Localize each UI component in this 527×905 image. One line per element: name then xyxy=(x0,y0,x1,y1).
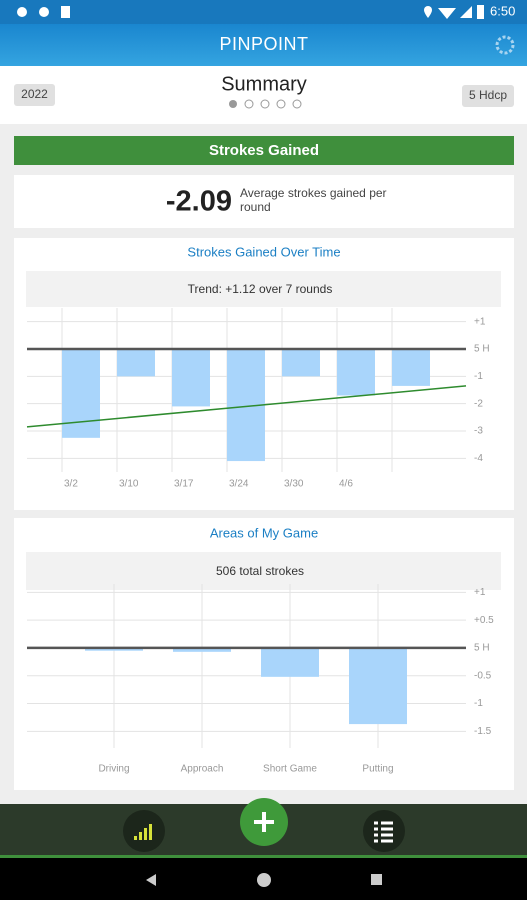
y-tick-label: -2 xyxy=(474,398,483,409)
app-name: PINPOINT xyxy=(219,34,308,54)
bar xyxy=(337,349,375,396)
bar xyxy=(173,647,231,652)
page-dot[interactable] xyxy=(276,99,286,109)
chart-title: Areas of My Game xyxy=(210,525,318,540)
wifi-icon xyxy=(438,8,456,19)
back-button[interactable] xyxy=(146,874,156,886)
y-tick-label: 5 H xyxy=(474,643,490,654)
recents-button[interactable] xyxy=(371,874,382,885)
home-button[interactable] xyxy=(257,873,271,887)
x-tick-label: 3/17 xyxy=(174,479,194,490)
x-tick-label: Putting xyxy=(362,764,393,775)
bar xyxy=(85,647,143,651)
location-icon xyxy=(424,6,432,18)
page-dot[interactable] xyxy=(229,100,237,108)
bar xyxy=(261,647,319,677)
app-header xyxy=(0,24,527,66)
y-tick-label: 5 H xyxy=(474,344,490,355)
y-tick-label: +0.5 xyxy=(474,615,494,626)
chart-subtitle: 506 total strokes xyxy=(216,564,304,578)
y-tick-label: -1 xyxy=(474,371,483,382)
status-bar xyxy=(0,0,527,24)
bar xyxy=(349,647,407,725)
y-tick-label: -3 xyxy=(474,426,483,437)
y-tick-label: -1 xyxy=(474,698,483,709)
bar xyxy=(392,349,430,386)
status-time: 6:50 xyxy=(490,3,515,18)
status-icon xyxy=(39,7,49,17)
section-title: Strokes Gained xyxy=(209,142,319,159)
x-tick-label: Approach xyxy=(181,764,224,775)
stats-icon xyxy=(134,824,152,840)
x-tick-label: Driving xyxy=(98,764,129,775)
settings-icon[interactable] xyxy=(495,35,515,55)
x-tick-label: 3/30 xyxy=(284,479,304,490)
trend-line xyxy=(26,385,467,428)
chart-title: Strokes Gained Over Time xyxy=(187,244,340,259)
year-button[interactable] xyxy=(14,84,55,106)
y-tick-label: -0.5 xyxy=(474,670,492,681)
page-dot[interactable] xyxy=(260,99,270,109)
y-tick-label: +1 xyxy=(474,316,486,327)
page-dot[interactable] xyxy=(244,99,254,109)
status-icon xyxy=(61,6,70,18)
status-icon xyxy=(17,7,27,17)
section-heading xyxy=(14,136,514,165)
list-button[interactable] xyxy=(363,810,405,852)
chart-subtitle-band xyxy=(26,271,501,307)
chart-subtitle: Trend: +1.12 over 7 rounds xyxy=(188,282,333,296)
signal-icon xyxy=(460,6,472,18)
x-tick-label: 3/10 xyxy=(119,479,139,490)
average-card xyxy=(14,175,514,228)
add-icon xyxy=(254,812,274,832)
handicap-button[interactable] xyxy=(462,85,514,107)
y-tick-label: -4 xyxy=(474,453,483,464)
average-value: -2.09 xyxy=(166,186,232,218)
x-tick-label: 3/2 xyxy=(64,479,78,490)
average-label-box: Average strokes gained per round xyxy=(240,186,387,214)
x-tick-label: Short Game xyxy=(263,764,317,775)
bar xyxy=(62,349,100,438)
x-tick-label: 4/6 xyxy=(339,479,353,490)
bar xyxy=(172,349,210,407)
battery-icon xyxy=(477,5,484,19)
list-icon xyxy=(374,821,393,843)
bar xyxy=(117,349,155,377)
summary-bar xyxy=(0,66,527,124)
summary-title: Summary xyxy=(221,73,307,95)
chart-subtitle-band xyxy=(26,552,501,590)
y-tick-label: -1.5 xyxy=(474,726,492,737)
handicap-label: 5 Hdcp xyxy=(469,88,507,102)
x-tick-label: 3/24 xyxy=(229,479,249,490)
average-label: Average strokes gained per round xyxy=(240,186,387,214)
nav-accent xyxy=(0,855,527,858)
page-dot[interactable] xyxy=(292,99,302,109)
year-label: 2022 xyxy=(21,87,48,101)
y-tick-label: +1 xyxy=(474,587,486,598)
bar xyxy=(282,349,320,377)
